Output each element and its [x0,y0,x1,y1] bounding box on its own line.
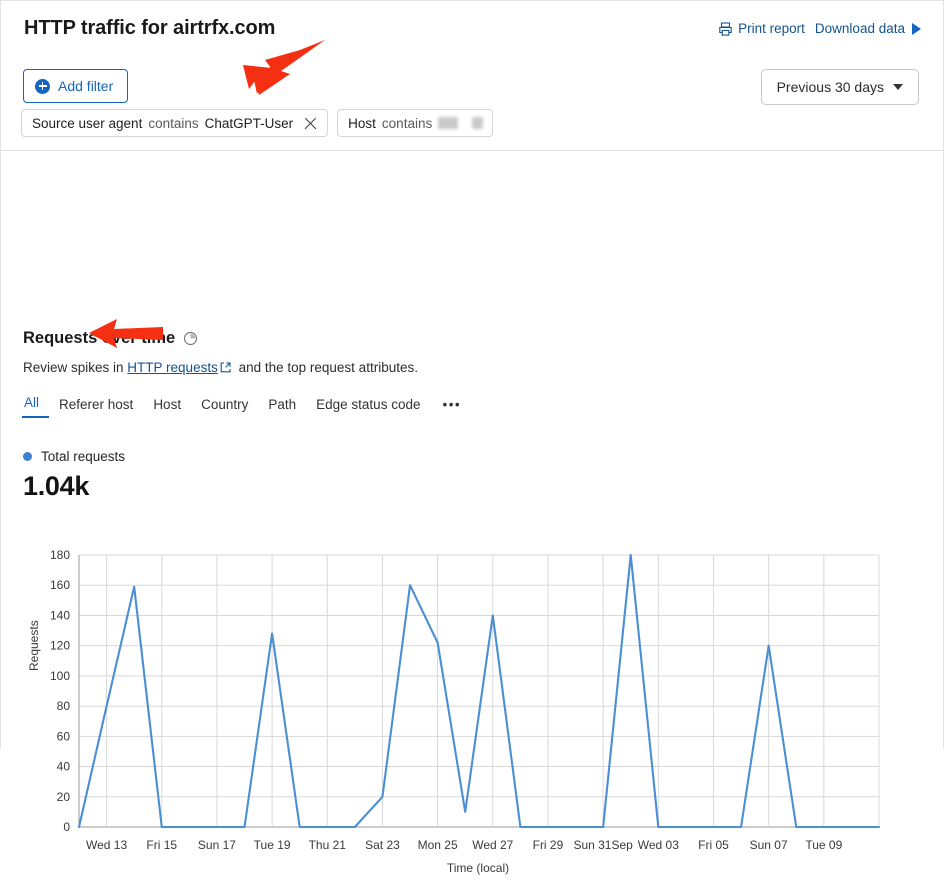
y-axis-tick-label: 80 [57,699,71,713]
section-subtitle: Review spikes in HTTP requests and the t… [23,360,418,375]
x-axis-tick-label: Thu 21 [309,838,347,851]
redacted-filter-value-2 [472,117,484,129]
filter-field: Source user agent [32,115,143,131]
x-axis-tick-label: Wed 13 [86,838,127,851]
section-title: Requests over time [23,329,198,348]
tab-referer-host[interactable]: Referer host [59,397,134,412]
x-axis-tick-label: Tue 19 [254,838,291,851]
y-axis-tick-label: 20 [57,790,71,804]
page-title: HTTP traffic for airtrfx.com [24,17,276,39]
print-report-button[interactable]: Print report [718,21,805,36]
tab-edge-status-code[interactable]: Edge status code [316,397,421,412]
chevron-down-icon [893,84,903,90]
x-axis-tick-label: Fri 05 [698,838,729,851]
filter-field: Host [348,115,376,131]
redacted-filter-value [438,117,459,129]
x-axis-tick-label: Mon 25 [418,838,458,851]
tab-all[interactable]: All [22,395,50,418]
filter-value: ChatGPT-User [204,115,294,131]
subtitle-prefix: Review spikes in [23,360,128,375]
report-page: HTTP traffic for airtrfx.com Print repor… [0,0,944,749]
add-filter-label: Add filter [58,78,114,94]
x-axis-tick-label: Fri 29 [533,838,564,851]
download-data-label: Download data [814,21,905,36]
tabs-overflow-button[interactable]: ••• [442,397,462,412]
filter-operator: contains [148,115,199,131]
line-chart-svg: 0 20 40 60 80 100 120 140 160 180 Wed 13 Fri 15 Sun … [50,548,881,851]
total-requests-value: 1.04k [23,471,90,501]
tab-path[interactable]: Path [268,397,297,412]
x-axis-tick-label: Wed 03 [638,838,679,851]
add-filter-button[interactable]: Add filter [23,69,129,103]
external-link-icon [220,361,231,373]
date-range-label: Previous 30 days [776,79,884,95]
play-triangle-icon [912,22,921,35]
subtitle-suffix: and the top request attributes. [234,360,418,375]
header-actions: Print report Download data [718,21,921,36]
active-filters: Source user agent contains ChatGPT-User … [21,109,494,137]
x-axis-tick-label: Tue 09 [805,838,842,851]
x-axis-tick-label: Fri 15 [146,838,177,851]
http-requests-link[interactable]: HTTP requests [127,360,218,375]
x-axis-tick-label: Sun 31Sep [573,838,633,851]
y-axis-tick-label: 0 [63,820,70,834]
attribute-tabs: All Referer host Host Country Path Edge … [22,395,471,418]
total-requests-line[interactable] [77,553,881,829]
y-axis-tick-label: 40 [57,760,71,774]
y-axis-tick-label: 120 [50,639,70,653]
x-axis-tick-label: Sat 23 [365,838,400,851]
plus-circle-icon [35,78,50,94]
print-report-label: Print report [738,21,805,36]
y-axis-tick-label: 160 [50,578,70,592]
x-axis-tick-label: Sun 07 [750,838,788,851]
filter-chip-source-user-agent[interactable]: Source user agent contains ChatGPT-User [21,109,329,137]
section-title-label: Requests over time [23,329,176,347]
filter-operator: contains [381,115,433,131]
legend-color-dot [23,452,32,461]
filter-chip-host[interactable]: Host contains [337,109,494,137]
download-data-button[interactable]: Download data [815,21,921,36]
date-range-selector[interactable]: Previous 30 days [760,69,919,105]
y-axis-tick-label: 60 [57,729,71,743]
legend-label: Total requests [41,449,126,464]
x-axis-tick-label: Sun 17 [198,838,236,851]
tab-host[interactable]: Host [153,397,182,412]
chart-legend: Total requests [23,449,125,464]
report-header: HTTP traffic for airtrfx.com Print repor… [1,1,943,151]
tab-country[interactable]: Country [201,397,249,412]
clock-icon [183,331,198,346]
y-axis-tick-label: 100 [50,669,70,683]
x-axis-tick-label: Wed 27 [472,838,513,851]
requests-over-time-chart: 0 20 40 60 80 100 120 140 160 180 Wed 13 Fri 15 Sun … [1,541,944,886]
y-axis-tick-label: 140 [50,608,70,622]
y-axis-tick-label: 180 [50,548,70,562]
close-icon[interactable] [303,116,318,131]
printer-icon [718,21,733,36]
